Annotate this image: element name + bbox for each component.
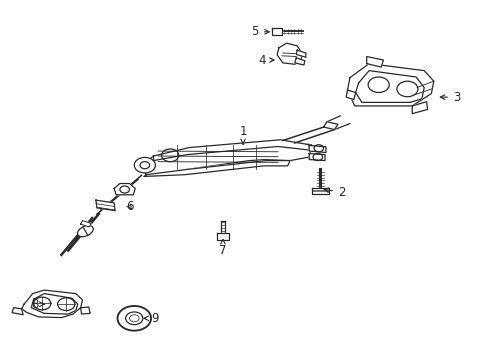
Polygon shape [277, 43, 302, 64]
Circle shape [134, 157, 155, 173]
Polygon shape [143, 161, 289, 176]
Polygon shape [141, 141, 311, 175]
Polygon shape [346, 90, 355, 100]
Text: 4: 4 [258, 54, 273, 67]
Polygon shape [272, 28, 281, 35]
Polygon shape [323, 122, 337, 130]
Text: 2: 2 [324, 186, 345, 199]
Polygon shape [366, 57, 383, 67]
Polygon shape [81, 221, 91, 227]
Polygon shape [114, 184, 135, 195]
Polygon shape [355, 71, 424, 102]
Polygon shape [308, 154, 325, 161]
Polygon shape [296, 50, 305, 57]
Text: 7: 7 [219, 239, 226, 257]
Circle shape [125, 312, 142, 325]
Text: 8: 8 [31, 298, 44, 311]
Polygon shape [21, 290, 82, 318]
Polygon shape [294, 58, 304, 65]
Text: 9: 9 [144, 312, 158, 325]
Text: 1: 1 [239, 125, 246, 144]
Polygon shape [217, 233, 228, 240]
Polygon shape [347, 64, 433, 106]
Polygon shape [96, 200, 115, 211]
Text: 6: 6 [125, 200, 133, 213]
Polygon shape [31, 294, 78, 314]
Polygon shape [12, 308, 23, 315]
Circle shape [117, 306, 151, 330]
Polygon shape [81, 307, 90, 314]
Polygon shape [311, 188, 328, 194]
Polygon shape [153, 140, 308, 161]
Ellipse shape [78, 226, 93, 237]
Polygon shape [411, 102, 427, 114]
Polygon shape [308, 145, 325, 153]
Text: 5: 5 [251, 25, 269, 38]
Text: 3: 3 [439, 91, 459, 104]
